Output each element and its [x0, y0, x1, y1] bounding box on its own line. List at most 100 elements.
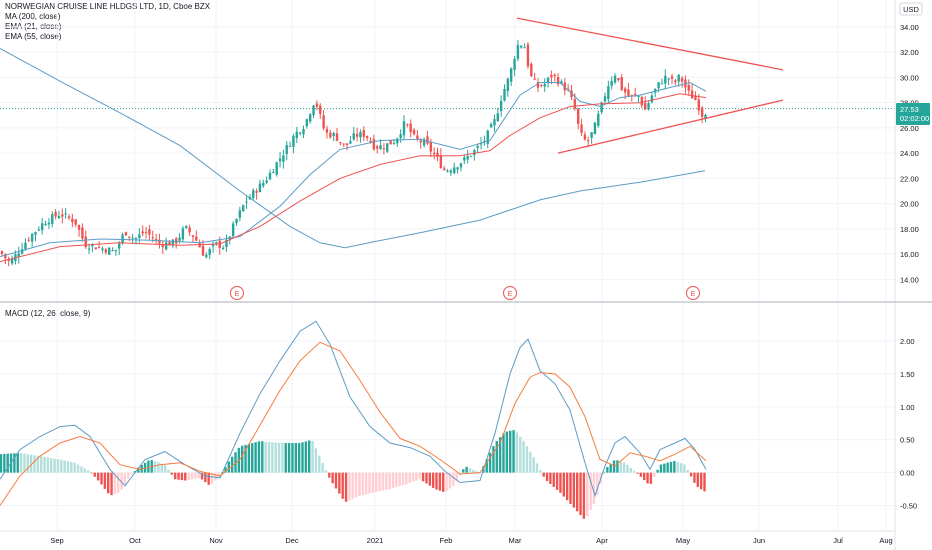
candle-body [667, 78, 670, 80]
histogram-bar [502, 433, 505, 473]
candle-body [319, 105, 322, 114]
candle-body [369, 140, 372, 143]
candle-body [238, 210, 242, 218]
currency-badge[interactable]: USD [899, 2, 923, 16]
histogram-bar [6, 453, 9, 473]
histogram-bar [80, 466, 83, 473]
histogram-bar [619, 461, 622, 473]
histogram-bar [515, 432, 519, 473]
candle-body [362, 130, 365, 137]
histogram-bar [375, 472, 378, 493]
histogram-bar [639, 472, 643, 477]
x-tick-label: May [676, 536, 690, 545]
time-axis-labels[interactable]: Sep Oct Nov Dec 2021 Feb Mar Apr May Jun Jul Aug [50, 536, 892, 545]
histogram-bar [334, 472, 338, 489]
histogram-bar [53, 458, 56, 473]
histogram-bar [234, 452, 237, 473]
candle-body [272, 172, 275, 174]
histogram-bar [401, 472, 405, 486]
histogram-bar [559, 472, 562, 493]
candle-body [164, 242, 168, 250]
candle-body [215, 242, 218, 245]
histogram-bar [579, 472, 582, 516]
histogram-bar [73, 462, 76, 473]
candle-body [633, 94, 637, 96]
histogram-bar [13, 453, 16, 473]
price-tick-label: 14.00 [900, 275, 919, 284]
candle-body [674, 80, 677, 83]
histogram-bar [689, 472, 693, 477]
legend-macd[interactable]: MACD (12, 26, close, 9) [5, 309, 91, 318]
candle-body [332, 133, 335, 137]
candle-body [687, 84, 690, 91]
histogram-bar [696, 472, 699, 487]
price-axis-labels[interactable]: 14.0016.0018.0020.0022.0024.0026.0028.00… [900, 23, 919, 284]
triangle-trendlines[interactable] [516, 17, 784, 154]
histogram-bar [586, 472, 589, 517]
candle-body [422, 139, 426, 146]
candle-body [302, 128, 305, 135]
ema21-path [0, 81, 707, 258]
legend-symbol[interactable]: NORWEGIAN CRUISE LINE HLDGS LTD, 1D, Cbo… [5, 2, 211, 11]
x-tick-label: 2021 [367, 536, 384, 545]
histogram-bar [284, 443, 287, 473]
histogram-bar [26, 454, 29, 473]
histogram-bar [174, 472, 177, 480]
histogram-bar [425, 472, 428, 484]
legend-ema55[interactable]: EMA (55, close) [5, 32, 62, 41]
candle-body [660, 83, 664, 85]
candle-body [128, 236, 131, 238]
candle-body [225, 239, 228, 248]
macd-tick-label: 1.00 [900, 403, 915, 412]
candle-body [637, 96, 640, 98]
candle-body [540, 85, 543, 87]
histogram-bar [157, 462, 160, 473]
histogram-bar [167, 469, 170, 473]
candlestick-series[interactable] [0, 39, 707, 267]
histogram-bar [679, 463, 683, 473]
histogram-bar [204, 472, 207, 483]
candle-body [27, 239, 30, 241]
candle-body [496, 113, 499, 122]
histogram-bar [656, 469, 659, 473]
candle-body [536, 82, 540, 88]
candle-body [647, 103, 650, 110]
candle-body [24, 242, 27, 249]
candle-body [349, 141, 352, 144]
histogram-bar [589, 472, 592, 511]
histogram-bar [391, 472, 395, 489]
histogram-bar [120, 472, 123, 490]
histogram-bar [626, 464, 629, 473]
histogram-bar [184, 472, 187, 481]
histogram-bar [368, 472, 371, 494]
candle-body [603, 96, 607, 102]
macd-tick-label: 0.00 [900, 469, 915, 478]
candle-body [556, 77, 560, 85]
candle-body [359, 132, 362, 138]
histogram-bar [465, 466, 468, 473]
histogram-bar [160, 463, 163, 473]
candle-body [476, 145, 479, 148]
histogram-bar [63, 460, 66, 473]
candle-body [161, 244, 164, 248]
histogram-bar [230, 456, 234, 473]
histogram-bar [435, 472, 438, 490]
candle-body [597, 113, 600, 126]
legend-ma200[interactable]: MA (200, close) [5, 12, 61, 21]
histogram-bar [525, 446, 529, 473]
candle-body [436, 152, 439, 157]
histogram-bar [83, 468, 86, 473]
histogram-bar [130, 472, 133, 475]
histogram-bar [405, 472, 408, 485]
histogram-bar [348, 472, 351, 501]
candle-body [242, 205, 245, 212]
candle-body [355, 134, 359, 137]
last-price-tag[interactable]: 27.53 02:02:00 [896, 103, 930, 125]
histogram-bar [421, 472, 425, 482]
macd-axis-labels[interactable]: -0.50 0.00 0.50 1.00 1.50 2.00 [900, 337, 917, 511]
candle-body [51, 214, 54, 224]
candle-body [553, 74, 556, 77]
histogram-bar [200, 472, 204, 480]
